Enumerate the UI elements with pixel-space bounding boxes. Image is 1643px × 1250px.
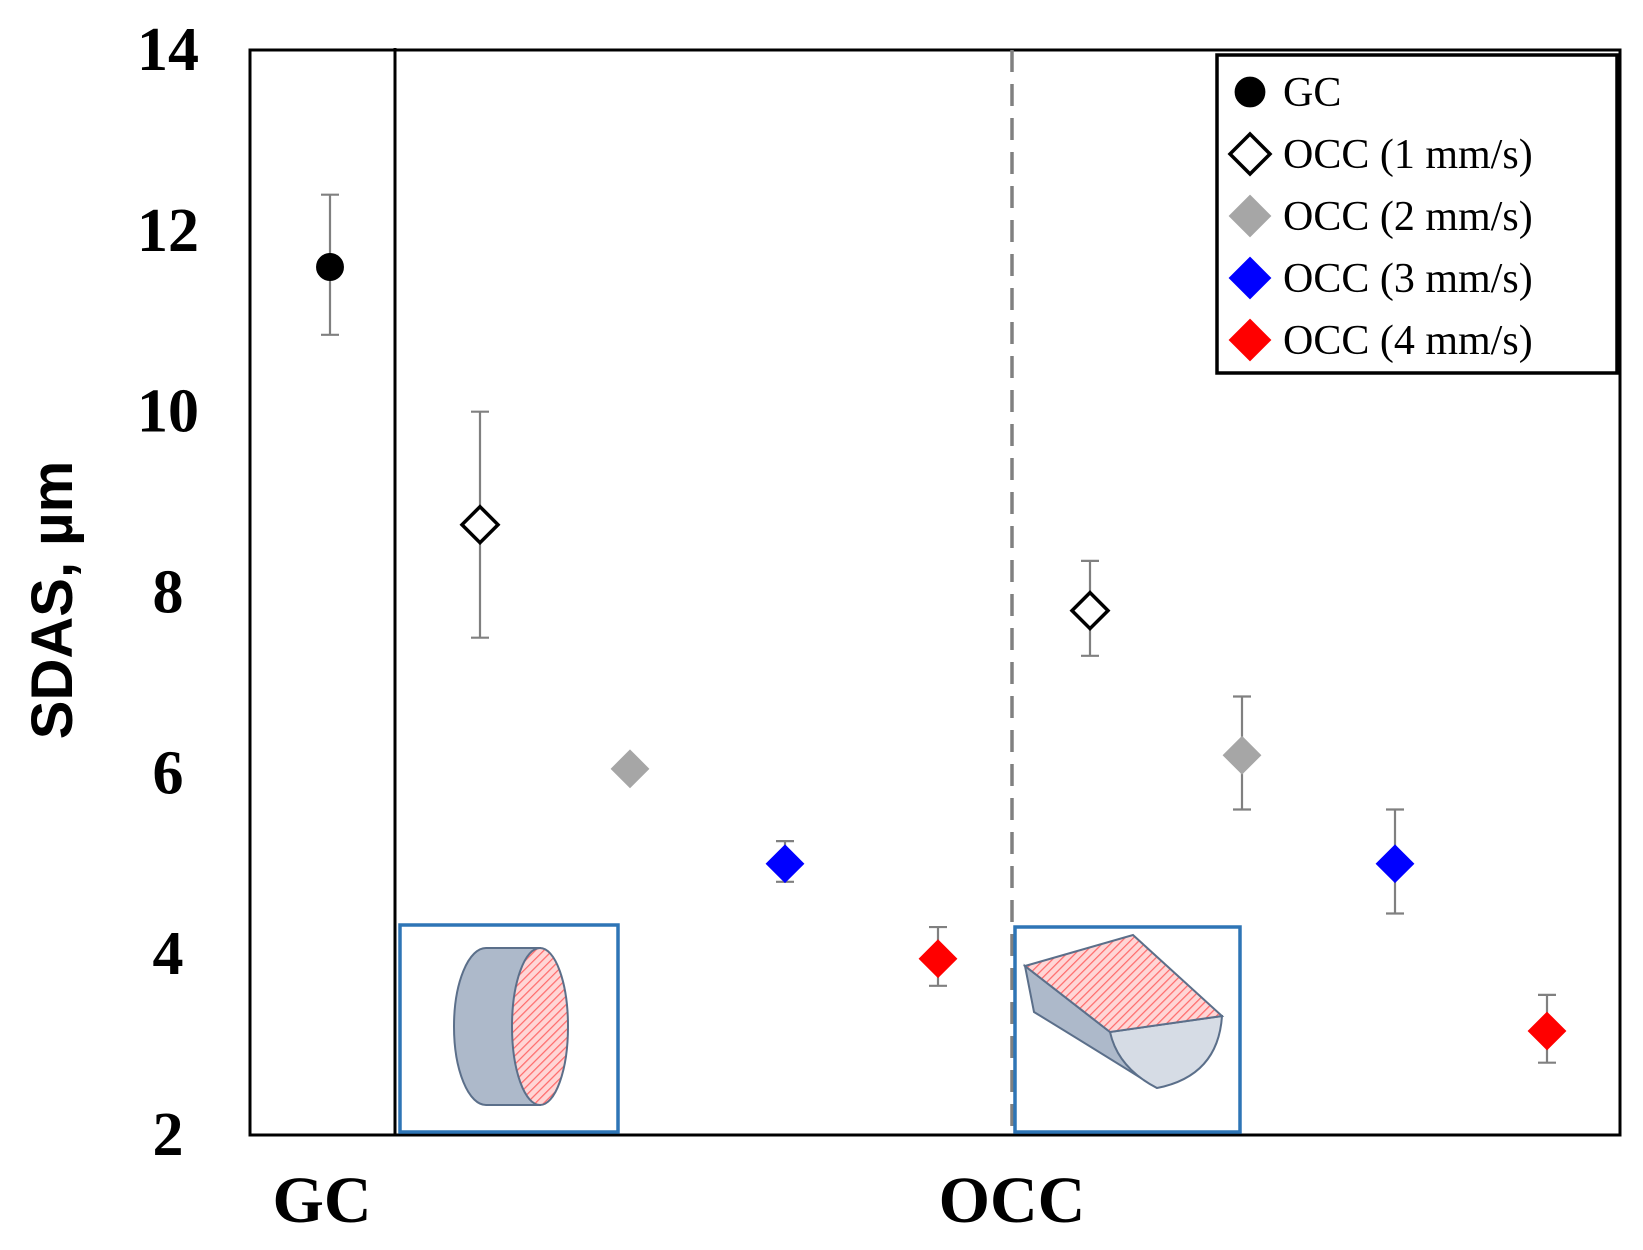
y-tick-label-6: 6 xyxy=(153,739,184,807)
data-marker xyxy=(1527,1011,1567,1051)
legend-frame xyxy=(1215,53,1619,375)
inset-cylinder-sample xyxy=(398,923,620,1134)
category-label-gc: GC xyxy=(273,1164,372,1237)
data-marker xyxy=(316,253,344,281)
legend: GC OCC (1 mm/s) OCC (2 mm/s) OCC (3 mm/s) OC… xyxy=(1215,53,1619,375)
y-axis-ticks: 2 4 6 8 10 12 14 xyxy=(137,16,199,1169)
y-tick-label-14: 14 xyxy=(137,16,199,84)
legend-label-1: OCC (1 mm/s) xyxy=(1283,132,1533,178)
half-cylinder-end-icon xyxy=(1108,1014,1224,1090)
category-label-occ: OCC xyxy=(939,1164,1086,1237)
legend-marker-0 xyxy=(1234,76,1266,108)
y-tick-label-4: 4 xyxy=(153,920,184,988)
data-marker xyxy=(459,504,501,546)
data-marker xyxy=(765,844,805,884)
y-tick-label-8: 8 xyxy=(153,559,184,627)
data-marker xyxy=(1222,735,1262,775)
point-2-left xyxy=(610,749,650,789)
legend-label-3: OCC (3 mm/s) xyxy=(1283,256,1533,302)
point-3-right xyxy=(1375,808,1415,915)
point-1-left xyxy=(459,410,501,639)
point-4-left xyxy=(918,925,958,987)
y-tick-label-12: 12 xyxy=(137,197,199,265)
y-axis-title: SDAS, µm xyxy=(20,461,85,739)
data-marker xyxy=(610,749,650,789)
point-4-right xyxy=(1527,993,1567,1064)
point-0-GC xyxy=(316,193,344,336)
cylinder-section-icon xyxy=(511,947,569,1106)
legend-marker-4 xyxy=(1228,318,1272,362)
data-marker xyxy=(1069,590,1111,632)
point-2-right xyxy=(1222,695,1262,811)
y-tick-label-2: 2 xyxy=(153,1101,184,1169)
data-points xyxy=(316,193,1567,1064)
legend-label-0: GC xyxy=(1283,70,1341,116)
data-marker xyxy=(918,939,958,979)
point-1-right xyxy=(1069,559,1111,657)
legend-marker-2 xyxy=(1228,194,1272,238)
legend-marker-3 xyxy=(1228,256,1272,300)
half-cylinder-section-icon xyxy=(1022,933,1225,1034)
data-marker xyxy=(1375,844,1415,884)
legend-label-4: OCC (4 mm/s) xyxy=(1283,318,1533,364)
legend-marker-1 xyxy=(1227,131,1273,177)
y-tick-label-10: 10 xyxy=(137,378,199,446)
legend-label-2: OCC (2 mm/s) xyxy=(1283,194,1533,240)
point-3-left xyxy=(765,840,805,884)
inset-half-cylinder-sample xyxy=(1013,925,1242,1134)
